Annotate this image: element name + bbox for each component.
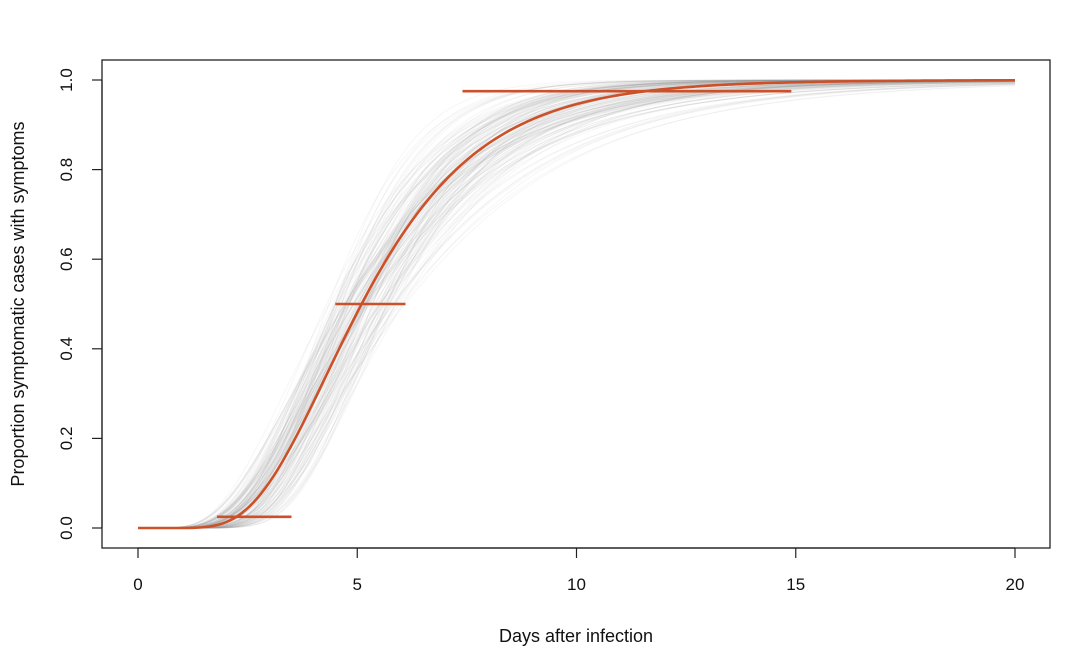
bootstrap-curve <box>138 80 1016 529</box>
y-tick-label: 0.0 <box>57 516 76 540</box>
bootstrap-curve <box>138 80 1016 529</box>
bootstrap-curve <box>138 81 1016 529</box>
percentile-bars <box>216 89 792 519</box>
bootstrap-curve <box>138 81 1016 529</box>
bootstrap-curve <box>138 83 1016 529</box>
bootstrap-curve <box>138 81 1016 529</box>
y-tick-label: 0.4 <box>57 337 76 361</box>
bootstrap-curve <box>138 80 1016 529</box>
bootstrap-curve <box>138 82 1016 529</box>
bootstrap-curve <box>138 80 1016 529</box>
bootstrap-curve <box>138 80 1016 529</box>
bootstrap-curve <box>138 80 1016 529</box>
bootstrap-curve <box>138 84 1016 529</box>
bootstrap-curve <box>138 80 1016 529</box>
main-curve <box>138 78 1016 530</box>
y-axis: 0.0 0.2 0.4 0.6 0.8 1.0 <box>57 68 103 540</box>
bootstrap-curve <box>138 81 1016 529</box>
bootstrap-curve <box>138 80 1016 529</box>
bootstrap-curve <box>138 80 1016 529</box>
x-axis-title: Days after infection <box>499 626 653 646</box>
bootstrap-curve <box>138 82 1016 529</box>
main-curve-layer <box>138 78 1016 530</box>
bootstrap-curve <box>138 81 1016 529</box>
bootstrap-curve <box>138 80 1016 529</box>
bootstrap-curve <box>138 80 1016 529</box>
bootstrap-curve <box>138 81 1016 529</box>
x-tick-label: 20 <box>1006 575 1025 594</box>
bootstrap-curve <box>138 80 1016 529</box>
bootstrap-curve <box>138 81 1016 529</box>
bootstrap-curve <box>138 83 1016 529</box>
x-tick-label: 0 <box>133 575 142 594</box>
bootstrap-curve <box>138 82 1016 529</box>
bootstrap-curve <box>138 80 1016 529</box>
bootstrap-curve <box>138 80 1016 529</box>
bootstrap-curve <box>138 80 1016 529</box>
bootstrap-curve <box>138 82 1016 529</box>
bootstrap-curve <box>138 80 1016 529</box>
bootstrap-curve <box>138 83 1016 529</box>
x-tick-label: 15 <box>786 575 805 594</box>
bootstrap-curve <box>138 80 1016 529</box>
y-tick-label: 1.0 <box>57 68 76 92</box>
bootstrap-curves <box>138 79 1016 529</box>
bootstrap-curve <box>138 80 1016 529</box>
bootstrap-curve <box>138 81 1016 529</box>
bootstrap-curve <box>138 82 1016 529</box>
bootstrap-curve <box>138 80 1016 529</box>
bootstrap-curve <box>138 84 1016 529</box>
bootstrap-curve <box>138 83 1016 529</box>
y-axis-title: Proportion symptomatic cases with sympto… <box>8 121 28 486</box>
bootstrap-curve <box>138 81 1016 529</box>
y-tick-label: 0.8 <box>57 158 76 182</box>
bootstrap-curve <box>138 80 1016 529</box>
bootstrap-curve <box>138 80 1016 529</box>
bootstrap-curve <box>138 80 1016 529</box>
bootstrap-curve <box>138 80 1016 529</box>
bootstrap-curve <box>138 80 1016 529</box>
y-tick-label: 0.6 <box>57 247 76 271</box>
bootstrap-curve <box>138 85 1016 529</box>
x-tick-label: 5 <box>353 575 362 594</box>
x-axis: 0 5 10 15 20 <box>133 547 1025 594</box>
bootstrap-curve <box>138 82 1016 529</box>
bootstrap-curve <box>138 80 1016 529</box>
bootstrap-curve <box>138 81 1016 529</box>
y-tick-label: 0.2 <box>57 427 76 451</box>
bootstrap-curve <box>138 83 1016 529</box>
bootstrap-curve <box>138 80 1016 529</box>
x-tick-label: 10 <box>567 575 586 594</box>
bootstrap-curve <box>138 81 1016 529</box>
bootstrap-curve <box>138 81 1016 529</box>
bootstrap-curve <box>138 80 1016 529</box>
